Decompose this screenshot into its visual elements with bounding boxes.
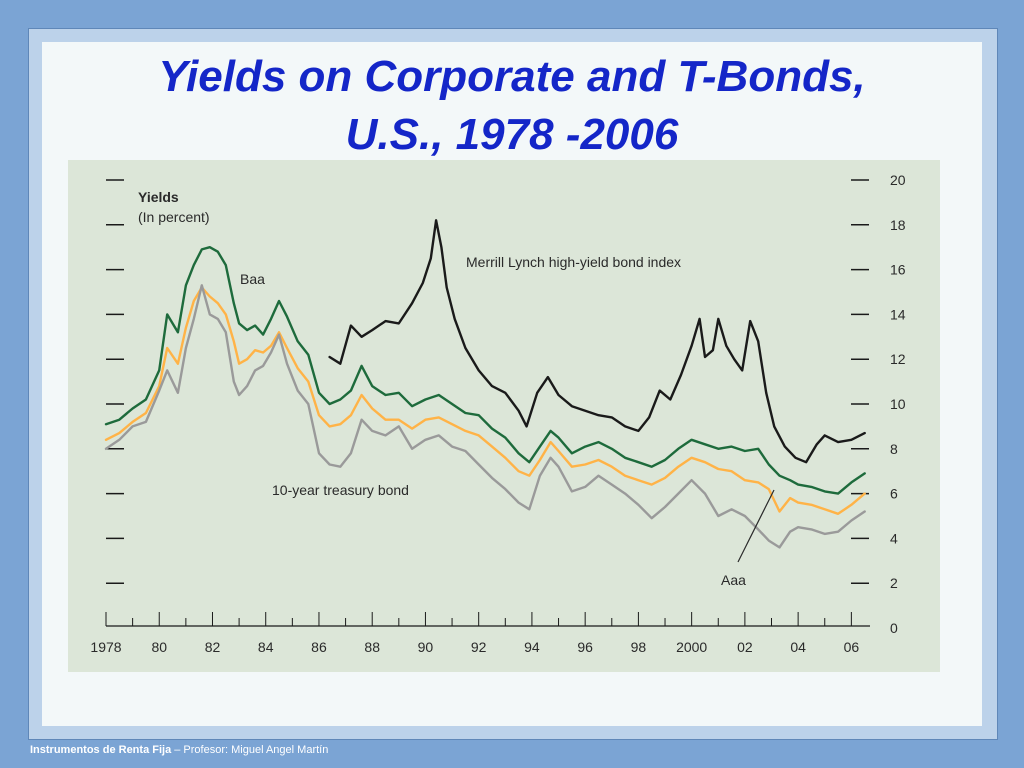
x-tick-label-2004: 04 (790, 639, 806, 655)
series-line-baa (104, 245, 866, 495)
aaa-annotation-pointer (737, 489, 775, 563)
x-axis: 1978 80 82 84 86 88 90 92 94 96 98 2000 02 04 06 (90, 612, 870, 655)
y-tick-label-8: 8 (890, 441, 898, 457)
right-axis-ticks: 0 2 4 6 8 10 12 14 16 18 20 (851, 172, 906, 636)
y-tick-label-10: 10 (890, 396, 906, 412)
x-tick-label-1980: 80 (151, 639, 167, 655)
x-tick-label-2002: 02 (737, 639, 753, 655)
aaa-annotation: Aaa (721, 572, 746, 588)
x-tick-label-1982: 82 (205, 639, 221, 655)
x-tick-label-2000: 2000 (676, 639, 707, 655)
slide-title-line-1: Yields on Corporate and T-Bonds, (158, 52, 866, 101)
x-tick-label-1992: 92 (471, 639, 487, 655)
x-tick-label-1988: 88 (364, 639, 380, 655)
x-tick-label-1978: 1978 (90, 639, 121, 655)
series-line-merrill-lynch-high-yield-bond-index (328, 219, 866, 464)
series-layer (104, 219, 866, 549)
y-tick-label-0: 0 (890, 620, 898, 636)
baa-annotation: Baa (240, 271, 265, 287)
y-tick-label-2: 2 (890, 575, 898, 591)
footer-course: Instrumentos de Renta Fija (30, 744, 172, 756)
series-line-aaa (104, 286, 866, 515)
chart-panel: 0 2 4 6 8 10 12 14 16 18 20 1978 80 82 84 86 88 90 92 94 96… (68, 160, 940, 672)
treasury-annotation: 10-year treasury bond (272, 482, 409, 498)
x-tick-label-1996: 96 (577, 639, 593, 655)
y-tick-label-12: 12 (890, 351, 906, 367)
x-tick-label-2006: 06 (844, 639, 860, 655)
y-tick-label-6: 6 (890, 486, 898, 502)
slide-title-line-2: U.S., 1978 -2006 (345, 110, 679, 159)
slide-title: Yields on Corporate and T-Bonds, U.S., 1… (42, 48, 982, 164)
high-yield-annotation: Merrill Lynch high-yield bond index (466, 254, 681, 270)
y-tick-label-14: 14 (890, 306, 906, 322)
x-tick-label-1984: 84 (258, 639, 274, 655)
y-tick-label-20: 20 (890, 172, 906, 188)
footer-professor: – Profesor: Miguel Angel Martín (171, 744, 329, 756)
x-tick-label-1986: 86 (311, 639, 327, 655)
chart-y-label: (In percent) (138, 209, 210, 225)
y-tick-label-16: 16 (890, 262, 906, 278)
series-line-10-year-treasury-bond (104, 284, 866, 549)
y-tick-label-4: 4 (890, 530, 898, 546)
x-tick-label-1994: 94 (524, 639, 540, 655)
x-tick-label-1998: 98 (631, 639, 647, 655)
x-tick-label-1990: 90 (418, 639, 434, 655)
slide-footer: Instrumentos de Renta Fija – Profesor: M… (30, 744, 328, 756)
y-tick-label-18: 18 (890, 217, 906, 233)
chart-title: Yields (138, 189, 179, 205)
left-axis-ticks (106, 179, 124, 584)
